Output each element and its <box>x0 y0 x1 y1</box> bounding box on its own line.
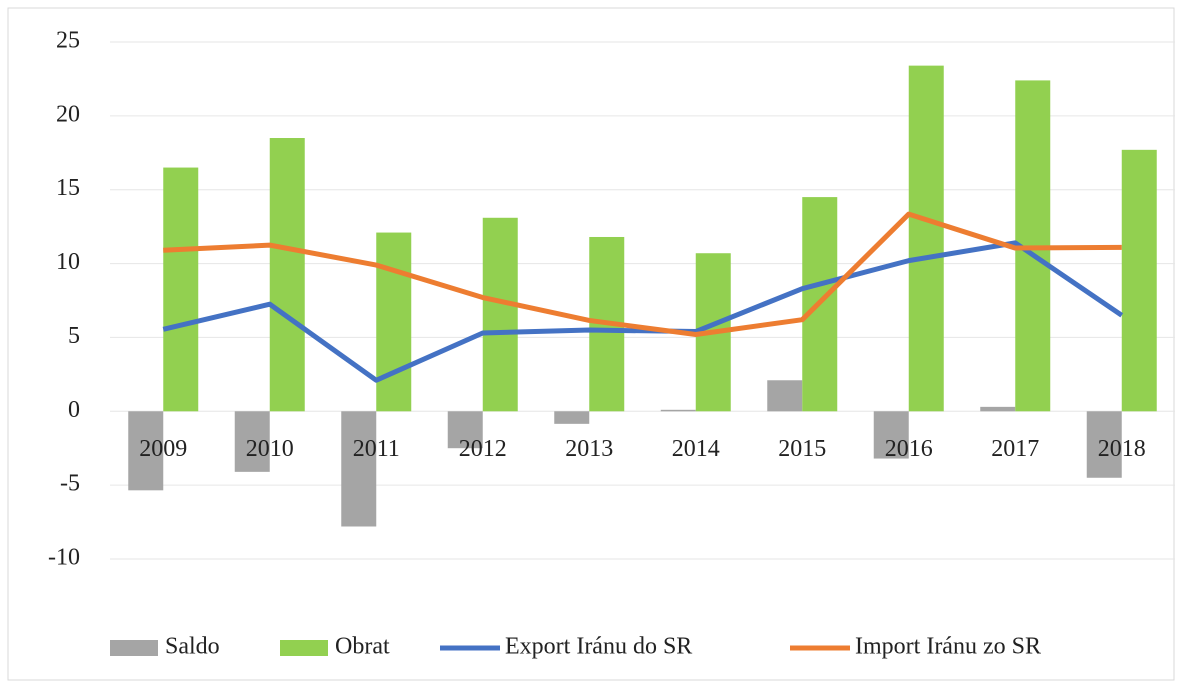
legend-swatch <box>110 640 158 656</box>
bar <box>341 411 377 527</box>
y-tick-label: 5 <box>68 323 80 349</box>
bar <box>554 411 590 424</box>
bar <box>447 411 483 449</box>
x-tick-label: 2018 <box>1098 436 1146 462</box>
x-tick-label: 2017 <box>991 436 1039 462</box>
bar <box>376 232 412 412</box>
bar <box>1086 411 1122 478</box>
bar <box>767 380 803 412</box>
legend-label: Export Iránu do SR <box>505 634 692 660</box>
x-tick-label: 2014 <box>672 436 720 462</box>
bar <box>980 406 1016 412</box>
y-tick-label: 10 <box>56 249 80 275</box>
bar <box>269 138 305 412</box>
y-tick-label: 20 <box>56 101 80 127</box>
x-tick-label: 2009 <box>139 436 187 462</box>
bar <box>873 411 909 459</box>
y-tick-label: 15 <box>56 175 80 201</box>
x-tick-label: 2010 <box>246 436 294 462</box>
bar <box>128 411 164 491</box>
y-tick-label: -5 <box>60 471 80 497</box>
bar <box>482 217 518 412</box>
bar <box>234 411 270 472</box>
bar <box>1121 149 1157 412</box>
bar <box>163 167 199 412</box>
bar <box>660 409 696 412</box>
x-tick-label: 2013 <box>565 436 613 462</box>
x-tick-label: 2011 <box>353 436 400 462</box>
y-tick-label: 0 <box>68 397 80 423</box>
legend-label: Saldo <box>165 634 220 660</box>
legend-label: Import Iránu zo SR <box>855 634 1041 660</box>
bar <box>908 65 944 412</box>
y-tick-label: -10 <box>48 545 80 571</box>
line-series <box>162 240 1124 383</box>
legend-label: Obrat <box>335 634 390 660</box>
x-tick-label: 2012 <box>459 436 507 462</box>
x-tick-label: 2015 <box>778 436 826 462</box>
line-series <box>163 211 1122 337</box>
legend-swatch <box>280 640 328 656</box>
y-tick-label: 25 <box>56 28 80 54</box>
x-tick-label: 2016 <box>885 436 933 462</box>
